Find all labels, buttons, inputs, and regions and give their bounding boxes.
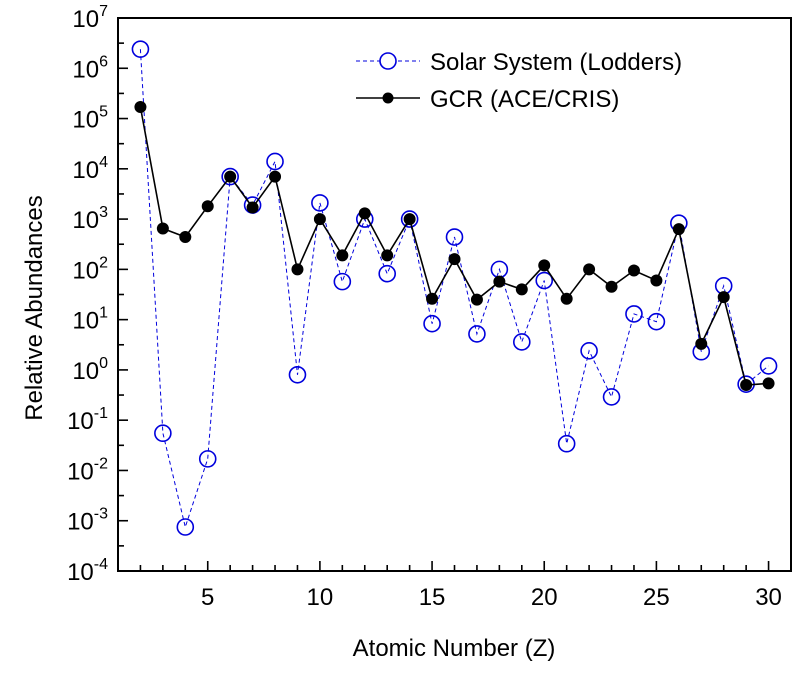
- legend-marker-open-circle: [379, 52, 397, 70]
- solar-system-point: [221, 167, 239, 186]
- y-axis-label: Relative Abundances: [21, 195, 48, 421]
- solar-system-point: [176, 518, 195, 536]
- gcr-point: [224, 170, 237, 183]
- x-tick-label: 30: [755, 584, 782, 611]
- solar-system-point: [512, 333, 531, 351]
- solar-system-point: [400, 210, 419, 228]
- gcr-point: [560, 292, 573, 305]
- solar-system-point: [378, 264, 397, 283]
- gcr-point: [515, 283, 528, 296]
- gcr-point: [762, 377, 775, 390]
- gcr-point: [426, 292, 439, 305]
- gcr-point: [605, 280, 618, 293]
- series-line: [139, 106, 769, 386]
- gcr-point: [583, 263, 596, 276]
- solar-system-point: [131, 40, 150, 58]
- solar-system-point: [198, 450, 217, 468]
- solar-system-point: [288, 365, 307, 384]
- x-tick-label: 10: [307, 584, 334, 611]
- x-tick-label: 15: [419, 584, 446, 611]
- gcr-point: [134, 100, 147, 113]
- gcr-point: [717, 291, 730, 304]
- solar-system-point: [625, 305, 643, 323]
- y-tick-label: 107: [72, 3, 108, 33]
- gcr-point: [627, 264, 640, 277]
- legend-entry-label: GCR (ACE/CRIS): [430, 86, 619, 113]
- legend-entry-label: Solar System (Lodders): [430, 49, 682, 76]
- gcr-point: [672, 223, 685, 236]
- y-tick-label: 103: [72, 204, 108, 234]
- solar-system-point: [759, 357, 778, 375]
- solar-system-point: [445, 228, 464, 246]
- y-tick-label: 101: [72, 305, 108, 335]
- y-tick-label: 10-4: [67, 556, 108, 586]
- solar-system-point: [154, 424, 172, 443]
- gcr-point: [246, 201, 259, 214]
- solar-system-point: [333, 272, 352, 291]
- solar-system-point: [266, 152, 284, 171]
- x-tick-label: 25: [643, 584, 670, 611]
- gcr-point: [313, 213, 326, 226]
- y-tick-label: 10-3: [67, 506, 108, 536]
- series-line: [139, 49, 769, 529]
- x-tick-label: 5: [201, 584, 214, 611]
- gcr-point: [358, 207, 371, 220]
- solar-system-point: [311, 194, 329, 212]
- solar-system-point: [535, 271, 554, 290]
- gcr-point: [493, 275, 506, 288]
- gcr-point: [695, 337, 708, 350]
- legend-marker-filled-circle: [382, 92, 394, 104]
- y-tick-label: 106: [72, 53, 108, 83]
- solar-system-point: [423, 314, 441, 333]
- gcr-point: [201, 200, 214, 213]
- y-tick-label: 10-1: [67, 405, 108, 435]
- y-tick-label: 102: [72, 254, 108, 284]
- y-tick-label: 10-2: [67, 455, 108, 485]
- gcr-point: [538, 259, 551, 272]
- gcr-point: [336, 249, 349, 262]
- gcr-point: [156, 222, 169, 235]
- solar-system-point: [647, 312, 666, 331]
- gcr-point: [650, 274, 663, 287]
- gcr-point: [448, 253, 461, 266]
- gcr-point: [740, 379, 753, 392]
- y-tick-label: 100: [72, 355, 108, 385]
- gcr-point: [403, 213, 416, 226]
- gcr-point: [291, 263, 304, 276]
- solar-system-point: [580, 341, 598, 360]
- gcr-point: [269, 170, 282, 183]
- y-tick-label: 104: [72, 154, 108, 184]
- y-tick-label: 105: [72, 104, 108, 134]
- x-tick-label: 20: [531, 584, 558, 611]
- solar-system-point: [468, 325, 486, 343]
- gcr-point: [470, 293, 483, 306]
- gcr-point: [381, 249, 394, 262]
- solar-system-point: [602, 388, 621, 406]
- gcr-point: [179, 231, 192, 244]
- x-axis-label: Atomic Number (Z): [353, 635, 556, 662]
- solar-system-point: [557, 434, 576, 453]
